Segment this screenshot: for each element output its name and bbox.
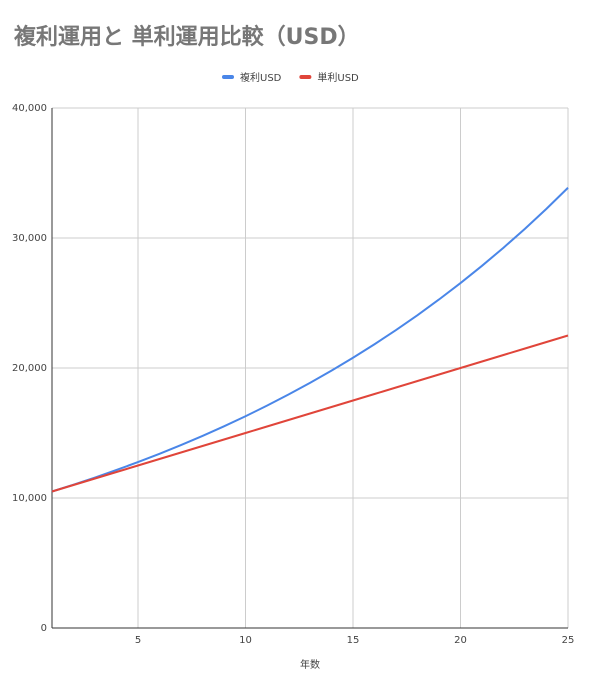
x-tick-label: 25 [562, 635, 575, 646]
y-tick-label: 0 [41, 623, 47, 634]
legend-label: 複利USD [240, 71, 282, 84]
series-line [51, 187, 569, 493]
y-tick-label: 20,000 [12, 363, 47, 374]
x-tick-label: 15 [347, 635, 360, 646]
x-tick-label: 10 [239, 635, 252, 646]
y-tick-label: 10,000 [12, 493, 47, 504]
legend-swatch [299, 75, 312, 79]
chart-title: 複利運用と 単利運用比較（USD） [14, 24, 360, 50]
series-line [51, 334, 569, 493]
x-axis-label: 年数 [300, 658, 320, 671]
x-tick-label: 5 [135, 635, 141, 646]
legend-label: 単利USD [317, 71, 359, 84]
y-tick-label: 40,000 [12, 103, 47, 114]
x-tick-label: 20 [454, 635, 467, 646]
legend-swatch [222, 75, 234, 79]
y-tick-label: 30,000 [12, 233, 47, 244]
